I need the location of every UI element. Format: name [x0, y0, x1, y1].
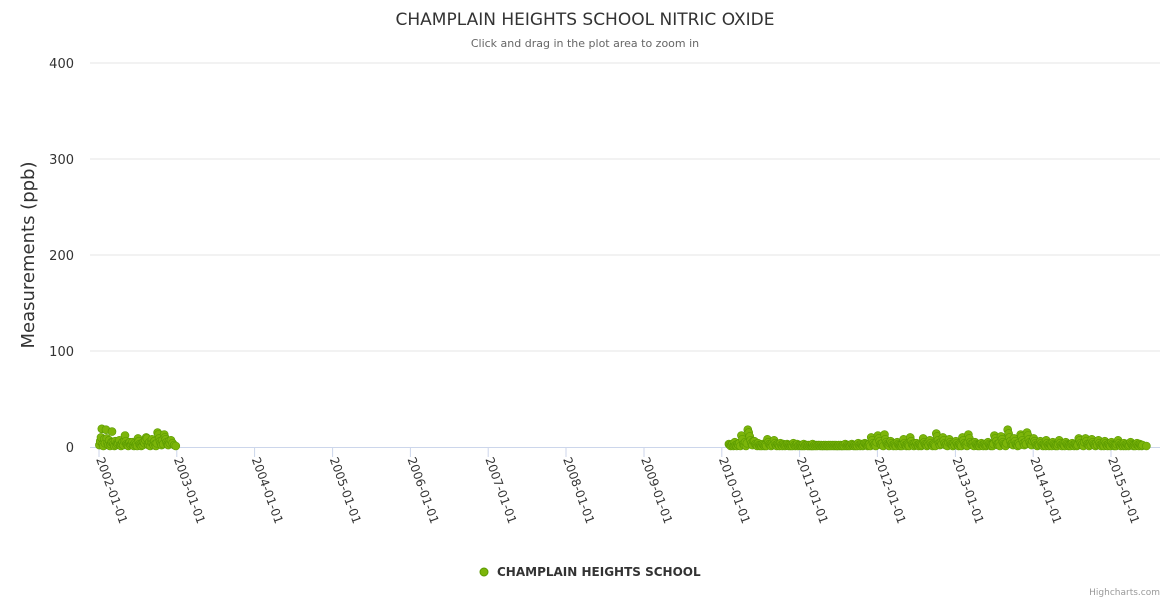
data-point[interactable]: [171, 441, 181, 451]
x-tick-label: 2015-01-01: [1105, 455, 1142, 525]
y-axis-label: Measurements (ppb): [18, 162, 39, 349]
data-point[interactable]: [107, 427, 117, 436]
x-tick-label: 2010-01-01: [716, 455, 753, 525]
x-tick-label: 2007-01-01: [482, 455, 519, 525]
x-tick-label: 2008-01-01: [560, 455, 597, 525]
legend-item[interactable]: CHAMPLAIN HEIGHTS SCHOOL: [479, 565, 701, 579]
x-tick-label: 2009-01-01: [638, 455, 675, 525]
x-tick-label: 2006-01-01: [405, 455, 442, 525]
chart-title: CHAMPLAIN HEIGHTS SCHOOL NITRIC OXIDE: [396, 10, 775, 30]
legend-label: CHAMPLAIN HEIGHTS SCHOOL: [497, 565, 701, 579]
x-tick-label: 2005-01-01: [327, 455, 364, 525]
y-tick-label: 100: [49, 345, 74, 360]
legend-marker-icon: [479, 567, 489, 577]
x-tick-label: 2014-01-01: [1027, 455, 1064, 525]
x-tick-label: 2004-01-01: [249, 455, 286, 525]
y-tick-label: 300: [49, 153, 74, 168]
x-tick-label: 2012-01-01: [872, 455, 909, 525]
y-tick-label: 400: [49, 57, 74, 72]
data-point[interactable]: [1142, 441, 1151, 451]
x-tick-label: 2013-01-01: [950, 455, 987, 525]
x-tick-label: 2011-01-01: [794, 455, 831, 525]
y-tick-label: 200: [49, 249, 74, 264]
chart-subtitle: Click and drag in the plot area to zoom …: [471, 37, 699, 50]
y-tick-label: 0: [66, 441, 74, 456]
x-tick-label: 2002-01-01: [93, 455, 130, 525]
x-tick-label: 2003-01-01: [171, 455, 208, 525]
credits-link[interactable]: Highcharts.com: [1089, 588, 1160, 598]
plot-area[interactable]: [95, 424, 1151, 451]
